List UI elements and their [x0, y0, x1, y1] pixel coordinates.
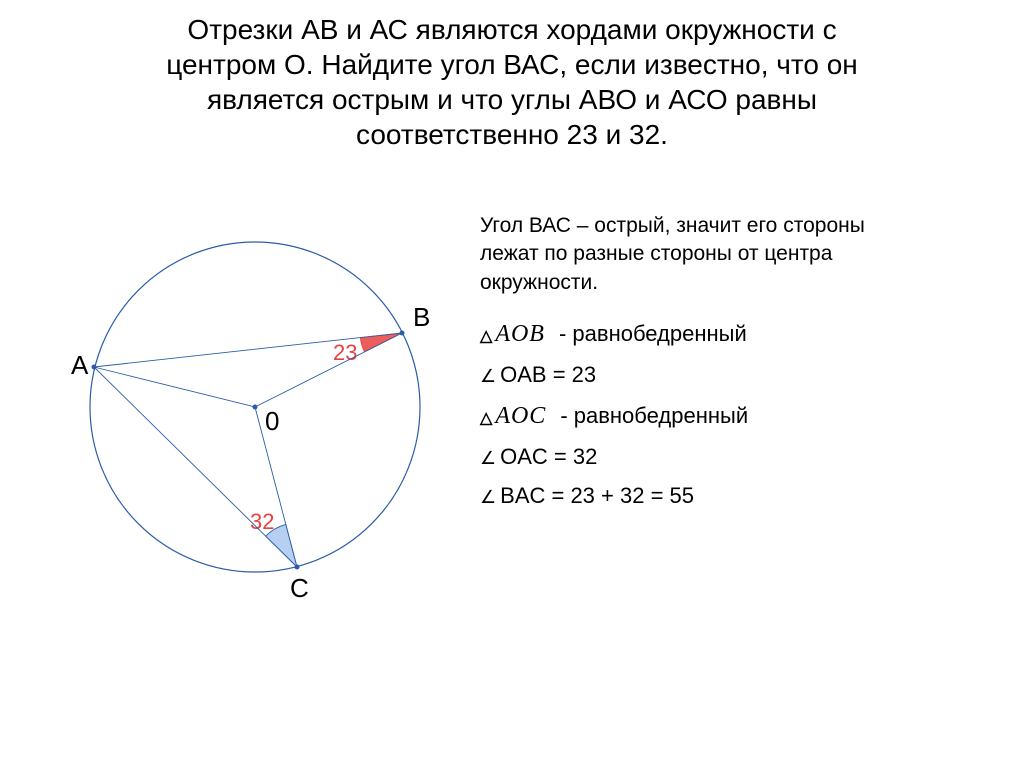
problem-line: соответственно 23 и 32.: [40, 117, 984, 152]
isosceles-note: - равнобедренный: [560, 398, 748, 433]
svg-text:0: 0: [265, 406, 279, 436]
isosceles-note: - равнобедренный: [559, 316, 747, 351]
intro-line: лежат по разные стороны от центра: [480, 242, 832, 265]
solution-line: OAC = 32: [480, 439, 984, 474]
problem-line: является острым и что углы АВО и АСО рав…: [40, 82, 984, 117]
solution-line: BAC = 23 + 32 = 55: [480, 478, 984, 513]
solution-line: AOC - равнобедренный: [480, 397, 984, 435]
solution-block: Угол ВАС – острый, значит его стороны ле…: [470, 212, 984, 612]
angle-bac: BAC = 23 + 32 = 55: [480, 478, 694, 513]
svg-text:32: 32: [250, 509, 274, 534]
problem-line: Отрезки АВ и АС являются хордами окружно…: [40, 12, 984, 47]
circle-diagram: 2332ABC0: [65, 212, 445, 612]
intro-line: окружности.: [480, 271, 598, 294]
svg-text:B: B: [413, 302, 430, 332]
problem-line: центром О. Найдите угол ВАС, если извест…: [40, 47, 984, 82]
svg-text:C: C: [290, 573, 309, 603]
problem-statement: Отрезки АВ и АС являются хордами окружно…: [0, 0, 1024, 152]
svg-text:A: A: [71, 350, 89, 380]
solution-intro: Угол ВАС – острый, значит его стороны ле…: [480, 212, 984, 297]
angle-oac: OAC = 32: [480, 439, 597, 474]
triangle-aob: AOB: [480, 315, 545, 353]
solution-line: OAB = 23: [480, 357, 984, 392]
solution-line: AOB - равнобедренный: [480, 315, 984, 353]
intro-line: Угол ВАС – острый, значит его стороны: [480, 214, 865, 237]
diagram-container: 2332ABC0: [40, 212, 470, 612]
triangle-aoc: AOC: [480, 397, 546, 435]
angle-oab: OAB = 23: [480, 357, 596, 392]
